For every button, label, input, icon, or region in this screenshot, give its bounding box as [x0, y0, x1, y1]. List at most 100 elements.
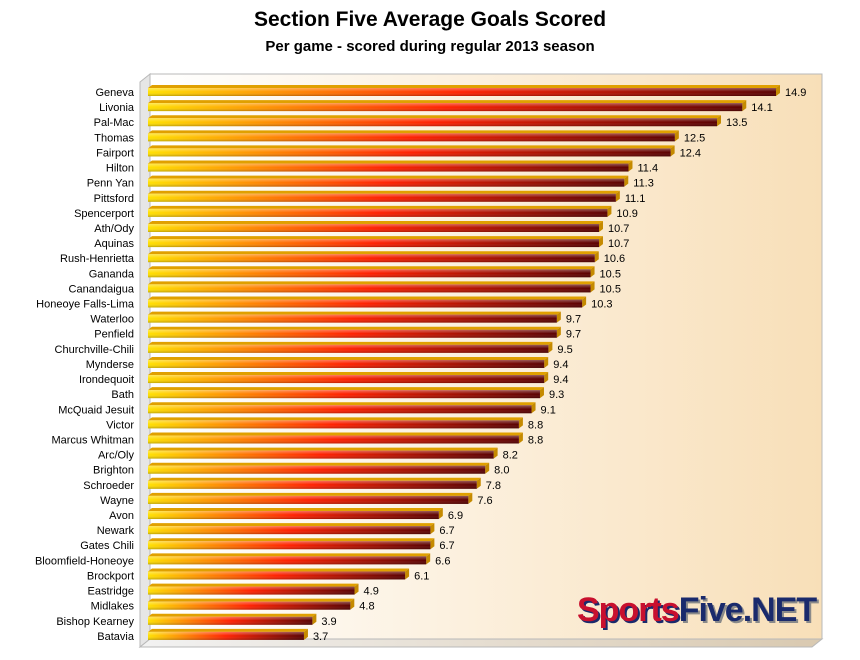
category-label: Livonia — [99, 102, 135, 114]
bar-end — [430, 538, 435, 550]
category-label: Hilton — [106, 163, 134, 175]
bar-rush-henrietta — [148, 251, 599, 263]
bar-top — [148, 341, 553, 345]
bar-shine — [148, 133, 675, 142]
value-label: 12.5 — [684, 132, 705, 144]
bar-top — [148, 100, 747, 104]
bar-shine — [148, 208, 608, 217]
bar-top — [148, 85, 780, 88]
bar-end — [485, 462, 490, 474]
category-label: Bloomfield-Honeoye — [35, 555, 134, 567]
value-label: 7.6 — [477, 495, 492, 507]
bar-shine — [148, 405, 532, 414]
bar-shine — [148, 178, 625, 187]
bar-top — [148, 402, 536, 406]
bar-top — [148, 160, 633, 164]
bar-spencerport — [148, 205, 612, 217]
category-label: Gananda — [89, 268, 135, 280]
bar-canandaigua — [148, 281, 595, 293]
bar-bloomfield-honeoye — [148, 553, 431, 565]
value-label: 9.7 — [566, 329, 581, 341]
bar-end — [556, 326, 561, 338]
bar-bath — [148, 387, 544, 399]
bar-shine — [148, 299, 583, 308]
value-label: 3.7 — [313, 631, 328, 643]
value-label: 7.8 — [486, 480, 501, 492]
bar-shine — [148, 163, 629, 172]
bar-shine — [148, 616, 313, 625]
bar-top — [148, 477, 481, 481]
bar-end — [544, 372, 549, 384]
bar-top — [148, 145, 675, 149]
bar-end — [776, 85, 780, 96]
bar-end — [438, 508, 443, 520]
category-label: Aquinas — [94, 238, 134, 250]
bar-shine — [148, 88, 776, 96]
value-label: 9.4 — [553, 359, 568, 371]
category-label: Marcus Whitman — [51, 434, 134, 446]
bar-top — [148, 613, 317, 617]
bar-end — [518, 432, 523, 444]
category-label: Wayne — [100, 495, 134, 507]
value-label: 13.5 — [726, 117, 747, 129]
bar-shine — [148, 390, 540, 399]
value-label: 9.5 — [557, 344, 572, 356]
bar-top — [148, 311, 561, 315]
bar-shine — [148, 269, 591, 278]
bar-wayne — [148, 492, 473, 504]
bar-shine — [148, 118, 717, 127]
chart-subtitle: Per game - scored during regular 2013 se… — [265, 38, 595, 55]
bar-end — [615, 190, 620, 202]
bar-top — [148, 251, 599, 255]
bar-shine — [148, 435, 519, 444]
category-label: Honeoye Falls-Lima — [36, 299, 135, 311]
bar-gananda — [148, 266, 595, 278]
chart-title: Section Five Average Goals Scored — [253, 8, 607, 31]
bar-shine — [148, 571, 406, 580]
bar-end — [598, 220, 603, 232]
value-label: 12.4 — [680, 147, 701, 159]
category-label: Midlakes — [91, 601, 135, 613]
value-label: 6.7 — [439, 525, 454, 537]
bar-end — [539, 387, 544, 399]
value-label: 10.5 — [600, 283, 621, 295]
bar-shine — [148, 586, 355, 595]
bar-shine — [148, 223, 599, 232]
bar-irondequoit — [148, 372, 549, 384]
category-label: Penn Yan — [87, 178, 134, 190]
bar-hilton — [148, 160, 633, 172]
bar-mcquaid-jesuit — [148, 402, 536, 414]
category-label: Batavia — [97, 631, 135, 643]
bar-honeoye-falls-lima — [148, 296, 587, 308]
bar-top — [148, 266, 595, 270]
value-label: 8.8 — [528, 419, 543, 431]
value-label: 4.8 — [359, 601, 374, 613]
bar-shine — [148, 556, 427, 565]
bar-thomas — [148, 130, 679, 142]
bar-top — [148, 356, 549, 360]
bar-geneva — [148, 85, 780, 96]
bar-newark — [148, 523, 435, 535]
value-label: 8.0 — [494, 465, 509, 477]
bar-end — [312, 613, 317, 625]
bar-shine — [148, 239, 599, 248]
bar-top — [148, 281, 595, 285]
logo-part-five-net: Five.NET — [678, 591, 817, 629]
bar-end — [350, 598, 355, 610]
bar-top — [148, 236, 603, 240]
bar-end — [742, 100, 747, 112]
value-label: 8.8 — [528, 434, 543, 446]
plot-floor — [138, 638, 824, 648]
bar-livonia — [148, 100, 747, 112]
bar-end — [476, 477, 481, 489]
bar-end — [598, 236, 603, 248]
bar-schroeder — [148, 477, 481, 489]
bar-top — [148, 538, 435, 542]
category-label: Pittsford — [94, 193, 134, 205]
bar-top — [148, 523, 435, 527]
bar-waterloo — [148, 311, 561, 323]
value-label: 9.3 — [549, 389, 564, 401]
bar-end — [670, 145, 675, 157]
bar-shine — [148, 480, 477, 489]
